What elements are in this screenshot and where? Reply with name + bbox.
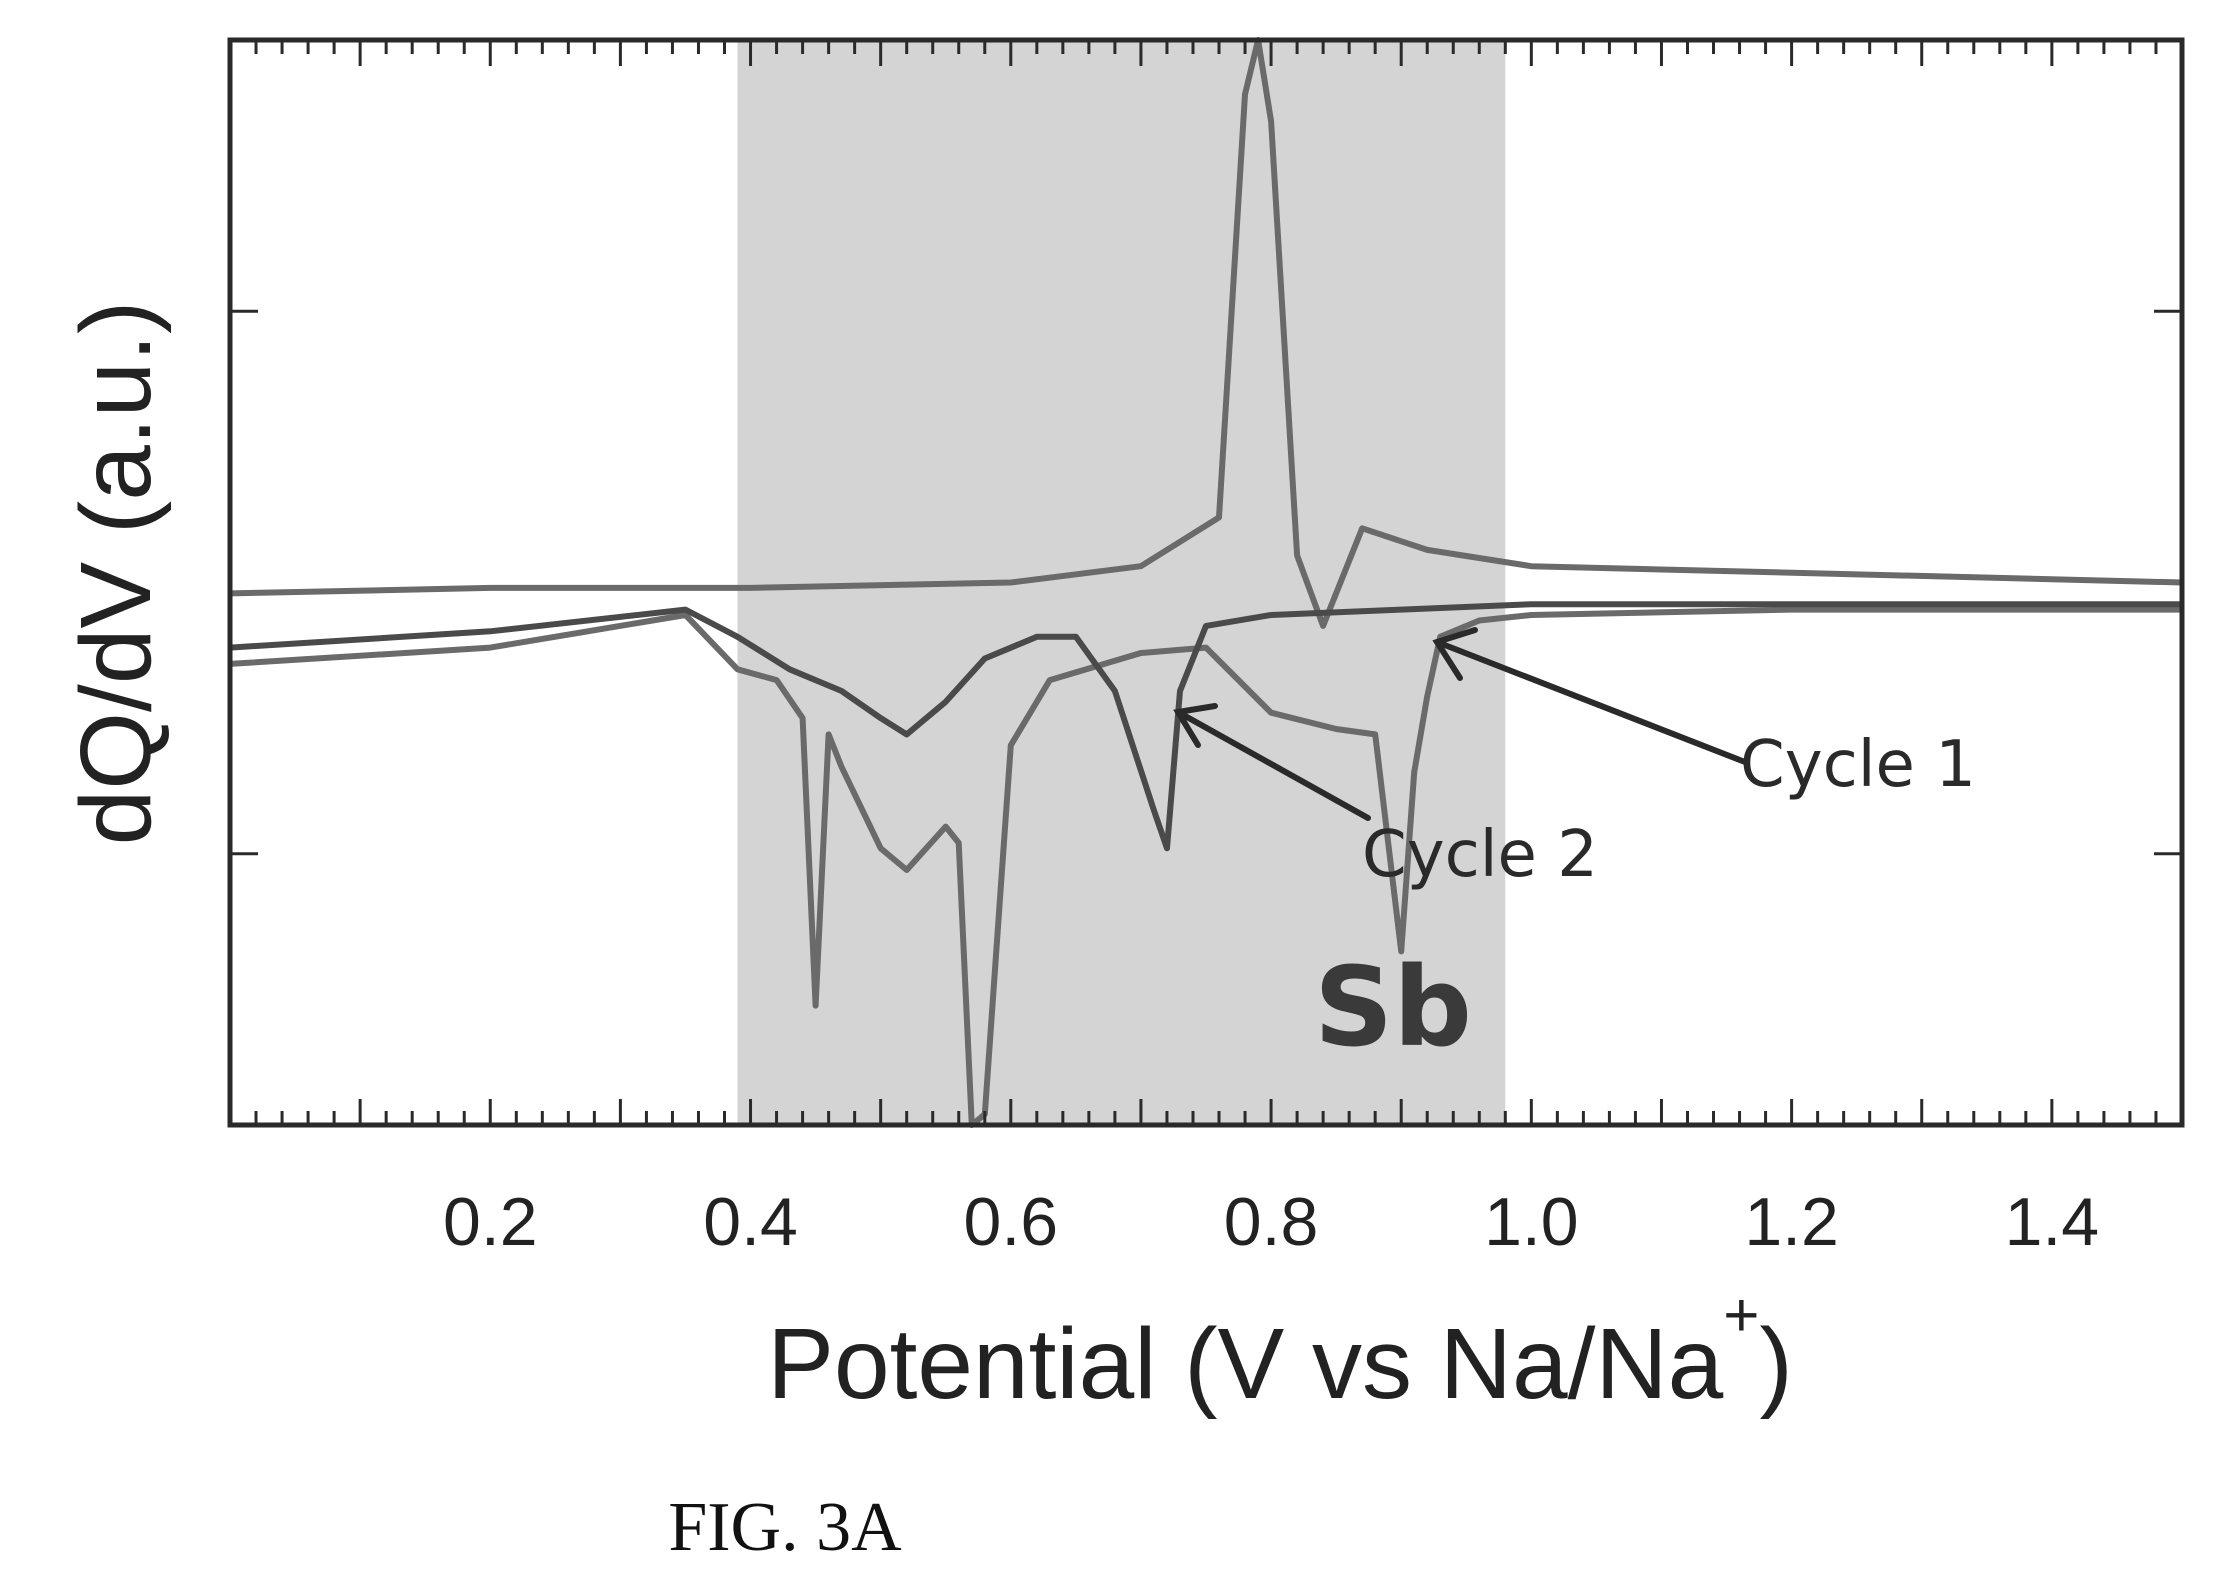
x-tick-label: 1.4 (2005, 1184, 2100, 1260)
x-tick-label: 1.2 (1744, 1184, 1839, 1260)
series-1-line-1 (229, 606, 2182, 1128)
x-tick-label: 1.0 (1484, 1184, 1579, 1260)
series-2-line-1 (229, 601, 2182, 852)
plot-frame (227, 37, 2185, 1128)
tick-marks (228, 40, 2184, 1125)
annotation-cycle-1: Cycle 1 (1740, 728, 1976, 802)
x-tick-labels: 0.2 0.4 0.6 0.8 1.0 1.2 1.4 (443, 1184, 2099, 1260)
shaded-region (737, 40, 1506, 1125)
region-label-sb: Sb (1314, 943, 1472, 1071)
x-tick-label: 0.2 (443, 1184, 538, 1260)
annotation-arrow-cycle-2 (1173, 703, 1371, 821)
figure-caption: FIG. 3A (668, 1489, 902, 1566)
annotation-cycle-2: Cycle 2 (1362, 818, 1598, 892)
x-axis-title: Potential (V vs Na/Na+) (767, 1281, 1793, 1420)
y-axis-title: dQ/dV (a.u.) (60, 301, 172, 846)
x-axis-title-main: Potential (V vs Na/Na (767, 1308, 1723, 1420)
x-axis-title-superscript: + (1723, 1281, 1759, 1350)
x-tick-label: 0.4 (703, 1184, 798, 1260)
x-axis-title-close: ) (1759, 1308, 1792, 1420)
x-tick-label: 0.8 (1224, 1184, 1319, 1260)
x-tick-label: 0.6 (964, 1184, 1059, 1260)
annotation-arrow-cycle-1 (1432, 627, 1748, 765)
